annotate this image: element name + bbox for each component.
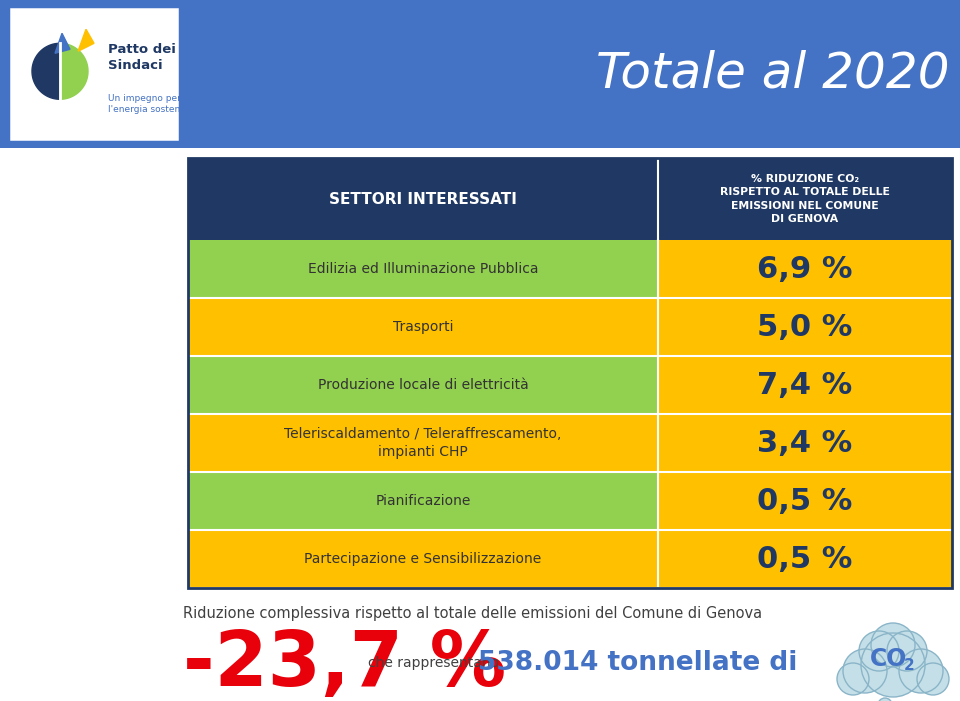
Polygon shape	[55, 33, 70, 53]
Text: 7,4 %: 7,4 %	[757, 371, 852, 400]
Circle shape	[859, 631, 899, 671]
Bar	[188, 356, 658, 414]
Text: 0,5 %: 0,5 %	[757, 545, 852, 573]
Bar	[188, 158, 952, 588]
Circle shape	[837, 663, 869, 695]
Text: % RIDUZIONE CO₂
RISPETTO AL TOTALE DELLE
EMISSIONI NEL COMUNE
DI GENOVA: % RIDUZIONE CO₂ RISPETTO AL TOTALE DELLE…	[720, 174, 890, 224]
Polygon shape	[60, 43, 88, 100]
Text: Edilizia ed Illuminazione Pubblica: Edilizia ed Illuminazione Pubblica	[307, 262, 539, 276]
Text: 2: 2	[903, 658, 914, 672]
Bar	[188, 414, 658, 472]
Text: Un impegno per
l'energia sostenibile: Un impegno per l'energia sostenibile	[108, 94, 200, 114]
Text: 3,4 %: 3,4 %	[757, 428, 852, 458]
Text: -23,7 %: -23,7 %	[183, 628, 506, 701]
Circle shape	[878, 698, 892, 701]
Text: Riduzione complessiva rispetto al totale delle emissioni del Comune di Genova: Riduzione complessiva rispetto al totale…	[183, 606, 762, 621]
Bar	[8, 6, 180, 142]
Polygon shape	[78, 29, 94, 51]
Text: Totale al 2020: Totale al 2020	[596, 50, 950, 98]
Text: Partecipazione e Sensibilizzazione: Partecipazione e Sensibilizzazione	[304, 552, 541, 566]
Circle shape	[861, 633, 925, 697]
Text: 5,0 %: 5,0 %	[757, 313, 852, 341]
Bar	[188, 240, 658, 298]
Circle shape	[843, 649, 887, 693]
Text: CO: CO	[871, 647, 908, 671]
Text: 538.014 tonnellate di: 538.014 tonnellate di	[478, 650, 798, 676]
Text: Teleriscaldamento / Teleraffrescamento,
impianti CHP: Teleriscaldamento / Teleraffrescamento, …	[284, 428, 562, 458]
Text: Produzione locale di elettricità: Produzione locale di elettricità	[318, 378, 528, 392]
Text: Patto dei
Sindaci: Patto dei Sindaci	[108, 43, 176, 72]
Bar	[188, 530, 658, 588]
Text: Pianificazione: Pianificazione	[375, 494, 470, 508]
Bar	[658, 414, 952, 472]
Text: 6,9 %: 6,9 %	[757, 254, 852, 283]
Circle shape	[899, 649, 943, 693]
Text: 0,5 %: 0,5 %	[757, 486, 852, 515]
Bar	[658, 530, 952, 588]
Circle shape	[871, 623, 915, 667]
Text: Trasporti: Trasporti	[393, 320, 453, 334]
Bar	[188, 472, 658, 530]
Bar	[658, 356, 952, 414]
Text: SETTORI INTERESSATI: SETTORI INTERESSATI	[329, 191, 516, 207]
Circle shape	[917, 663, 949, 695]
Bar	[658, 472, 952, 530]
Bar	[658, 240, 952, 298]
Text: che rappresentano: che rappresentano	[368, 656, 499, 670]
Bar	[188, 158, 952, 240]
Bar	[658, 298, 952, 356]
Bar	[188, 298, 658, 356]
Circle shape	[887, 631, 927, 671]
Polygon shape	[32, 43, 60, 100]
Bar	[0, 0, 960, 148]
